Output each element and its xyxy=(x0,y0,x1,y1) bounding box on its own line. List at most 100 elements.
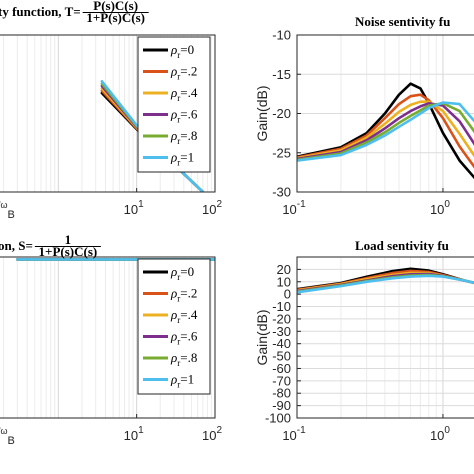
x-tick-base: 10 xyxy=(124,202,138,217)
legend-label: =.8 xyxy=(180,350,197,365)
legend-label: =.4 xyxy=(180,85,198,100)
y-tick-label: -20 xyxy=(272,311,291,326)
y-tick-label: -20 xyxy=(272,106,291,121)
legend-symbol: ρ xyxy=(170,286,177,301)
legend-symbol: ρ xyxy=(170,372,177,387)
x-tick-base: 10 xyxy=(282,202,296,217)
x-tick-exponent: -1 xyxy=(297,425,306,436)
legend-subscript: r xyxy=(177,158,180,168)
legend-subscript: r xyxy=(177,380,180,390)
legend-label: =.8 xyxy=(180,128,197,143)
title-fraction-numerator: P(s)C(s) xyxy=(93,0,138,13)
y-tick-label: 20 xyxy=(277,262,291,277)
x-axis-label-main: /ω xyxy=(0,426,8,436)
legend-box xyxy=(137,36,211,173)
legend-subscript: r xyxy=(177,93,180,103)
legend-subscript: r xyxy=(177,72,180,82)
legend-subscript: r xyxy=(177,358,180,368)
y-tick-label: -40 xyxy=(272,336,291,351)
x-tick-base: 10 xyxy=(202,428,216,443)
x-tick-label: 100 xyxy=(430,199,450,217)
legend-symbol: ρ xyxy=(170,329,177,344)
chart-title: Load sentivity fu xyxy=(355,238,449,253)
x-axis-label-sub: B xyxy=(8,435,15,447)
title-fraction-denominator: 1+P(s)C(s) xyxy=(39,244,98,259)
x-tick-label: 100 xyxy=(430,425,450,443)
legend-symbol: ρ xyxy=(170,42,177,57)
y-tick-label: -70 xyxy=(272,373,291,388)
legend-label: =.2 xyxy=(180,286,197,301)
plot-area xyxy=(297,35,474,192)
y-tick-label: -90 xyxy=(272,398,291,413)
x-tick-exponent: 0 xyxy=(444,199,450,210)
legend-entry: ρr=.4 xyxy=(170,307,198,325)
legend-entry: ρr=.6 xyxy=(170,329,198,347)
legend-entry: ρr=.2 xyxy=(170,286,197,304)
x-tick-exponent: 2 xyxy=(216,425,222,436)
legend-label: =0 xyxy=(180,42,194,57)
legend-entry: ρr=.4 xyxy=(170,85,198,103)
x-tick-base: 10 xyxy=(202,202,216,217)
x-tick-label: 102 xyxy=(202,425,222,443)
x-axis-label: /ωB xyxy=(0,426,15,447)
legend-label: =1 xyxy=(180,372,194,387)
legend-symbol: ρ xyxy=(170,350,177,365)
axes-frame xyxy=(0,34,216,193)
y-axis-label: Gain(dB) xyxy=(254,85,270,141)
x-tick-exponent: -1 xyxy=(297,199,306,210)
legend-subscript: r xyxy=(177,294,180,304)
series-line-1 xyxy=(297,93,474,169)
axes-frame xyxy=(296,256,474,419)
legend-symbol: ρ xyxy=(170,128,177,143)
legend-entry: ρr=1 xyxy=(170,150,194,168)
y-tick-label: -10 xyxy=(272,28,291,43)
legend-label: =0 xyxy=(180,264,194,279)
x-tick-base: 10 xyxy=(282,428,296,443)
legend-subscript: r xyxy=(177,272,180,282)
series-line-2 xyxy=(297,100,474,160)
x-tick-exponent: 2 xyxy=(216,199,222,210)
series-line-3 xyxy=(297,102,474,161)
legend-box xyxy=(137,258,211,395)
legend-symbol: ρ xyxy=(170,307,177,322)
series-line-0 xyxy=(297,82,474,180)
legend-entry: ρr=0 xyxy=(170,264,194,282)
y-tick-label: 0 xyxy=(284,287,291,302)
x-axis-label: /ωB xyxy=(0,200,15,221)
legend-subscript: r xyxy=(177,136,180,146)
y-tick-label: -10 xyxy=(272,299,291,314)
title-fraction-numerator: 1 xyxy=(65,232,72,247)
legend-symbol: ρ xyxy=(170,107,177,122)
y-tick-label: -50 xyxy=(272,349,291,364)
series-line-4 xyxy=(297,102,474,162)
legend-symbol: ρ xyxy=(170,85,177,100)
legend-entry: ρr=.8 xyxy=(170,350,197,368)
chart-title: on, S= xyxy=(0,238,33,253)
legend-entry: ρr=.8 xyxy=(170,128,197,146)
x-axis-label-main: /ω xyxy=(0,200,8,210)
x-tick-base: 10 xyxy=(430,428,444,443)
legend-label: =.6 xyxy=(180,329,198,344)
legend-subscript: r xyxy=(177,115,180,125)
legend-label: =1 xyxy=(180,150,194,165)
legend-entry: ρr=.2 xyxy=(170,64,197,82)
y-axis-label: Gain(dB) xyxy=(254,309,270,365)
legend-symbol: ρ xyxy=(170,64,177,79)
chart-br: -100-90-80-70-60-50-40-30-20-1001020Gain… xyxy=(254,238,474,443)
chart-title: ty function, T= xyxy=(0,4,81,19)
x-tick-label: 102 xyxy=(202,199,222,217)
y-tick-label: -30 xyxy=(272,185,291,200)
y-tick-label: -80 xyxy=(272,386,291,401)
plot-area xyxy=(297,257,474,418)
axes-frame xyxy=(0,256,216,419)
y-tick-label: -100 xyxy=(265,411,291,426)
legend: ρr=0ρr=.2ρr=.4ρr=.6ρr=.8ρr=1 xyxy=(137,36,211,173)
legend: ρr=0ρr=.2ρr=.4ρr=.6ρr=.8ρr=1 xyxy=(137,258,211,395)
legend-label: =.4 xyxy=(180,307,198,322)
y-tick-label: -60 xyxy=(272,361,291,376)
series-line-5 xyxy=(297,101,474,162)
legend-subscript: r xyxy=(177,315,180,325)
